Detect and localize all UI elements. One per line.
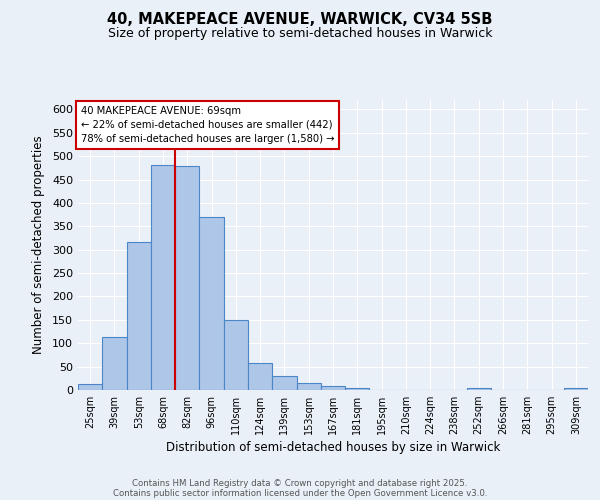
Bar [296, 383, 321, 390]
Bar [272, 376, 296, 390]
Y-axis label: Number of semi-detached properties: Number of semi-detached properties [32, 136, 45, 354]
Text: 40 MAKEPEACE AVENUE: 69sqm
← 22% of semi-detached houses are smaller (442)
78% o: 40 MAKEPEACE AVENUE: 69sqm ← 22% of semi… [80, 106, 334, 144]
Text: Contains public sector information licensed under the Open Government Licence v3: Contains public sector information licen… [113, 488, 487, 498]
Bar [127, 242, 151, 390]
Bar [151, 166, 175, 390]
Bar [102, 337, 127, 390]
Bar [248, 363, 272, 390]
Bar [564, 388, 588, 390]
Bar [467, 388, 491, 390]
Bar [175, 166, 199, 390]
Bar [78, 384, 102, 390]
Text: Contains HM Land Registry data © Crown copyright and database right 2025.: Contains HM Land Registry data © Crown c… [132, 478, 468, 488]
Text: Size of property relative to semi-detached houses in Warwick: Size of property relative to semi-detach… [108, 28, 492, 40]
Bar [199, 217, 224, 390]
X-axis label: Distribution of semi-detached houses by size in Warwick: Distribution of semi-detached houses by … [166, 442, 500, 454]
Bar [345, 388, 370, 390]
Bar [321, 386, 345, 390]
Text: 40, MAKEPEACE AVENUE, WARWICK, CV34 5SB: 40, MAKEPEACE AVENUE, WARWICK, CV34 5SB [107, 12, 493, 28]
Bar [224, 320, 248, 390]
